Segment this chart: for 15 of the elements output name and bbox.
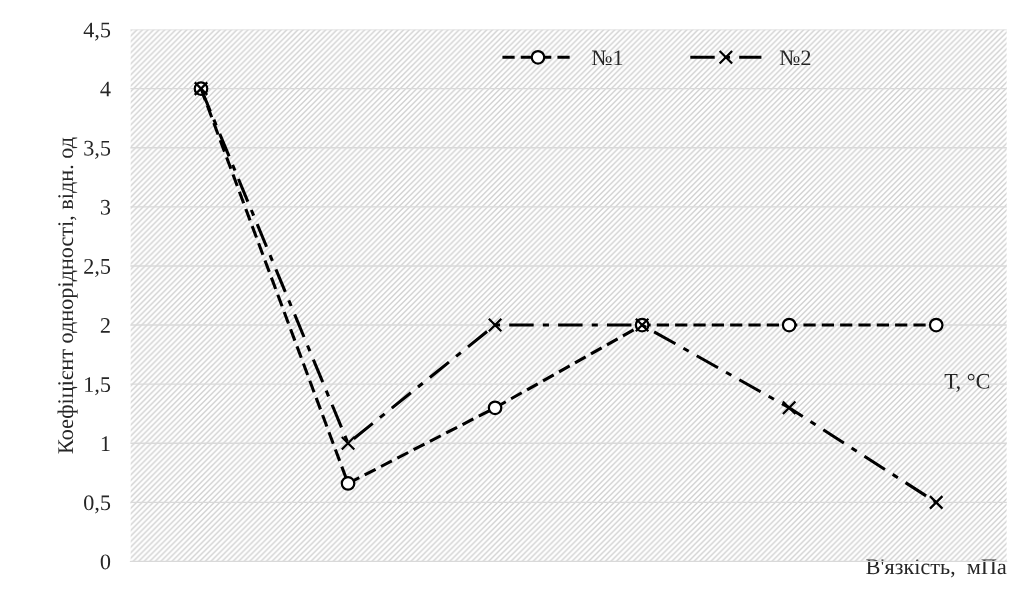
x-axis-title: В'язкість, мПа — [866, 559, 1007, 578]
y-tick-label: 4 — [100, 81, 111, 97]
annotation: Т, °С — [944, 373, 990, 392]
y-tick-label: 1 — [101, 436, 110, 451]
y-tick-label: 2 — [100, 318, 110, 333]
y-tick-label: 3 — [100, 199, 111, 215]
y-axis-title: Коефіцієнт однорідності, відн. од — [57, 137, 78, 454]
y-tick-label: 1,5 — [85, 377, 111, 396]
legend-label: №1 — [591, 50, 623, 66]
y-tick-label: 0 — [100, 554, 111, 570]
y-tick-label: 4,5 — [83, 22, 111, 41]
y-tick-label: 2,5 — [84, 258, 111, 278]
y-tick-label: 0,5 — [84, 495, 111, 514]
y-tick-label: 3,5 — [84, 140, 111, 159]
legend-label: №2 — [779, 50, 811, 66]
